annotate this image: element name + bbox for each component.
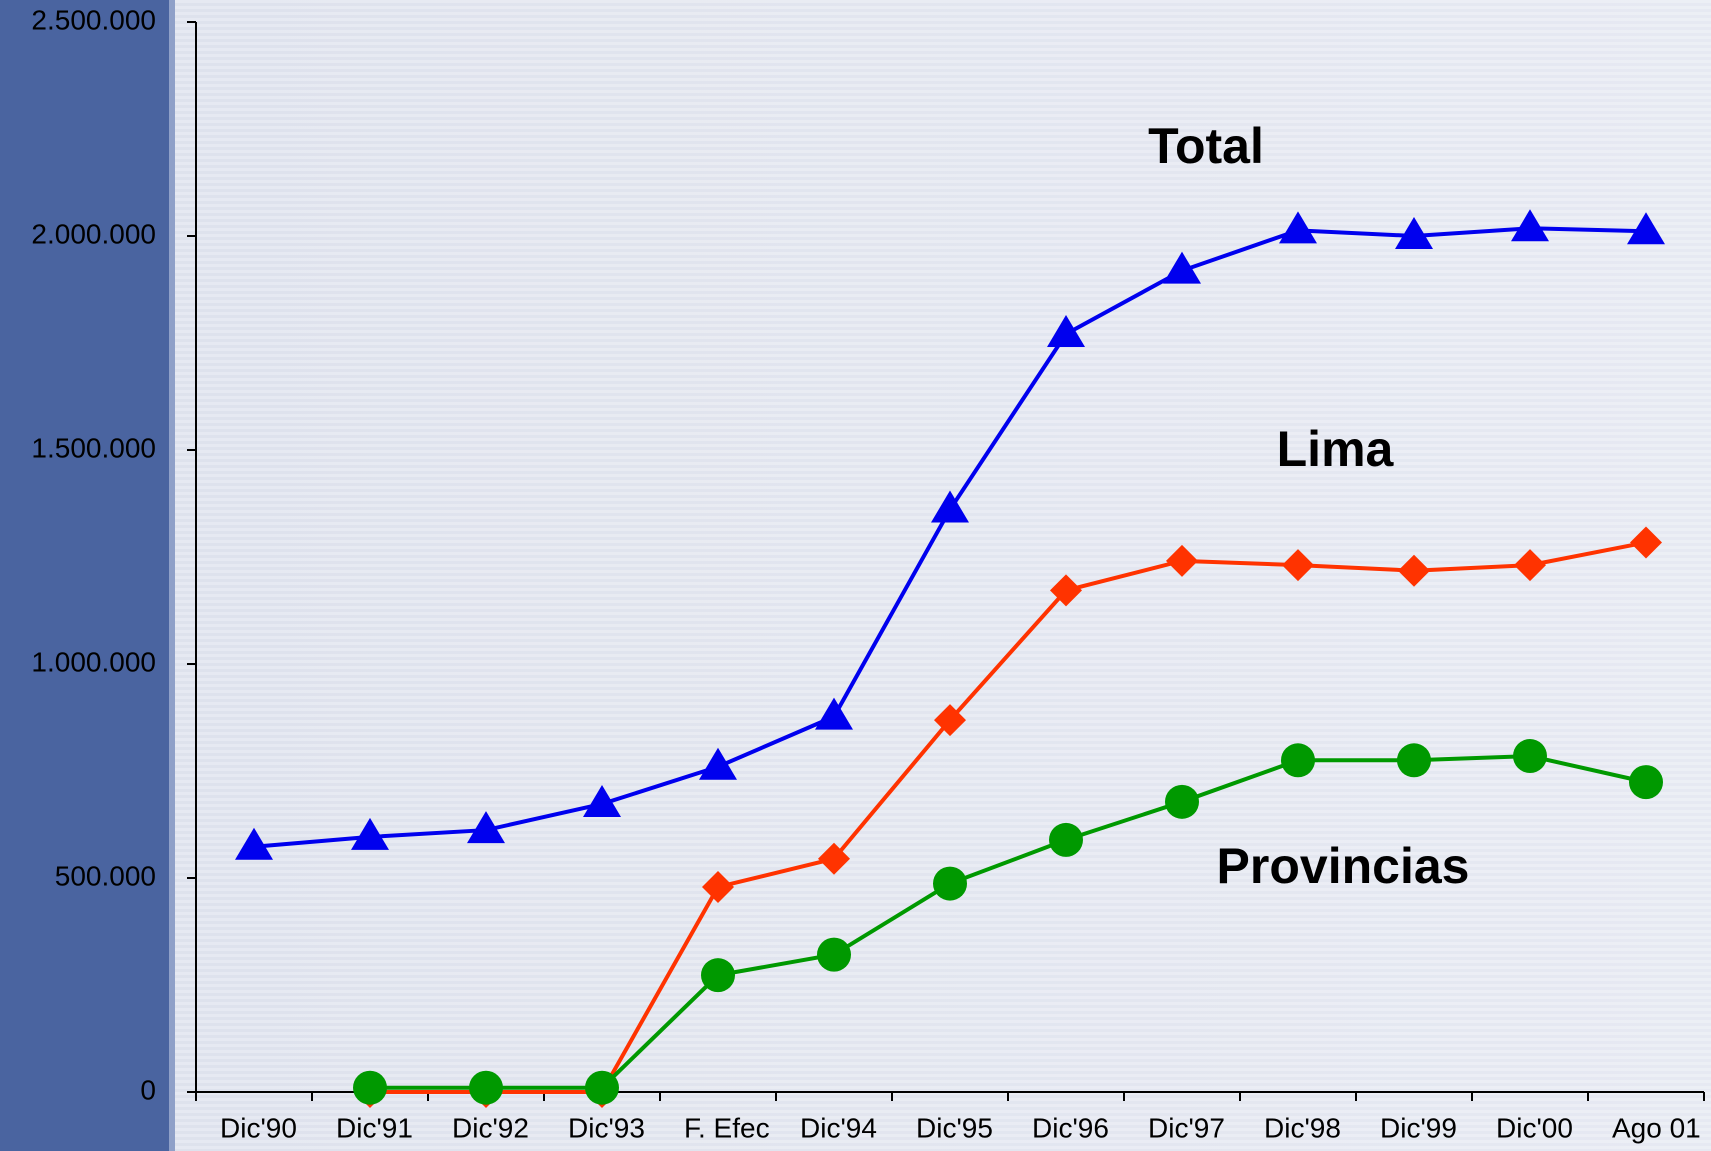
marker	[467, 811, 505, 844]
x-tick-label: Dic'94	[800, 1112, 877, 1143]
x-tick-label: Dic'95	[916, 1112, 993, 1143]
marker	[934, 704, 966, 737]
series-line	[370, 754, 1647, 1090]
marker	[1166, 544, 1198, 577]
marker	[933, 866, 967, 901]
y-tick-label: 1.500.000	[31, 432, 156, 463]
marker	[469, 1070, 503, 1105]
marker	[818, 842, 850, 875]
marker	[1279, 211, 1317, 244]
x-tick-label: Dic'96	[1032, 1112, 1109, 1143]
series-label: Lima	[1277, 421, 1395, 477]
y-tick-label: 2.500.000	[31, 4, 156, 35]
y-tick-label: 1.000.000	[31, 646, 156, 677]
marker	[235, 827, 273, 860]
y-tick-label: 0	[140, 1074, 156, 1105]
marker	[1050, 574, 1082, 607]
y-tick-label: 2.000.000	[31, 218, 156, 249]
x-tick-label: Dic'97	[1148, 1112, 1225, 1143]
marker	[1047, 315, 1085, 348]
x-tick-label: Dic'93	[568, 1112, 645, 1143]
side-band	[0, 0, 169, 1151]
x-tick-label: F. Efec	[684, 1112, 770, 1143]
marker	[1511, 209, 1549, 242]
series-label: Total	[1148, 118, 1264, 174]
x-tick-label: Dic'99	[1380, 1112, 1457, 1143]
marker	[1629, 765, 1663, 800]
marker	[585, 1070, 619, 1105]
marker	[1513, 739, 1547, 774]
marker	[1398, 554, 1430, 587]
marker	[1627, 212, 1665, 245]
marker	[1514, 549, 1546, 582]
marker	[702, 870, 734, 903]
x-tick-label: Dic'92	[452, 1112, 529, 1143]
marker	[1397, 743, 1431, 778]
marker	[583, 784, 621, 817]
marker	[1163, 251, 1201, 284]
marker	[1049, 822, 1083, 857]
marker	[1165, 784, 1199, 819]
y-tick-label: 500.000	[55, 860, 156, 891]
x-tick-label: Dic'91	[336, 1112, 413, 1143]
marker	[1281, 743, 1315, 778]
marker	[1282, 549, 1314, 582]
x-tick-label: Dic'98	[1264, 1112, 1341, 1143]
series-line	[370, 540, 1647, 1094]
marker	[817, 937, 851, 972]
x-tick-label: Dic'90	[220, 1112, 297, 1143]
marker	[1395, 217, 1433, 249]
marker	[815, 697, 853, 730]
marker	[353, 1070, 387, 1105]
marker	[931, 490, 969, 523]
marker	[701, 958, 735, 993]
x-tick-label: Dic'00	[1496, 1112, 1573, 1143]
marker	[1630, 526, 1662, 559]
series-label: Provincias	[1217, 838, 1470, 894]
marker	[699, 747, 737, 780]
marker	[351, 817, 389, 850]
side-band-edge	[169, 0, 175, 1151]
x-tick-label: Ago 01	[1612, 1112, 1701, 1143]
